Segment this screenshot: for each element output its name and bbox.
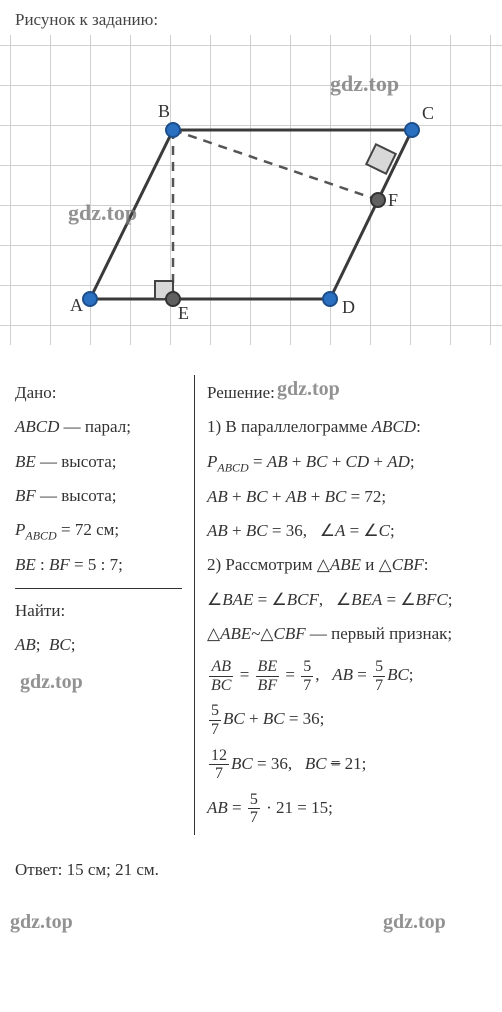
label-d: D [342, 297, 355, 318]
label-f: F [388, 190, 398, 211]
find-line: AB; BC; [15, 629, 182, 661]
watermark: gdz.top [277, 370, 340, 408]
watermark: gdz.top [68, 200, 137, 226]
label-b: B [158, 101, 170, 122]
eq-frac: AB = 57 · 21 = 15; [207, 791, 487, 827]
eq-frac: ABBC = BEBF = 57, AB = 57BC; [207, 658, 487, 694]
watermark: gdz.top [10, 903, 73, 941]
eq: AB + BC + AB + BC = 72; [207, 481, 487, 513]
step2: 2) Рассмотрим △ABE и △CBF: [207, 549, 487, 581]
eq-frac: 57BC + BC = 36; [207, 702, 487, 738]
eq: AB + BC = 36, ∠A = ∠C; [207, 515, 487, 547]
given-column: Дано: ABCD — парал; BE — высота; BF — вы… [15, 375, 195, 835]
eq: △ABE~△CBF — первый признак; [207, 618, 487, 650]
given-line: BF — высота; [15, 480, 182, 512]
solution-column: gdz.top Решение: 1) В параллелограмме AB… [195, 375, 487, 835]
eq-frac: 127BC = 36, BC = 21; [207, 747, 487, 783]
given-line: BE : BF = 5 : 7; [15, 549, 182, 581]
given-line: BE — высота; [15, 446, 182, 478]
find-title: Найти: [15, 595, 182, 627]
label-e: E [178, 303, 189, 324]
solution-columns: Дано: ABCD — парал; BE — высота; BF — вы… [0, 345, 502, 845]
label-c: C [422, 103, 434, 124]
watermark: gdz.top [383, 903, 446, 941]
given-title: Дано: [15, 377, 182, 409]
given-line: ABCD — парал; [15, 411, 182, 443]
eq: ∠BAE = ∠BCF, ∠BEA = ∠BFC; [207, 584, 487, 616]
task-header: Рисунок к заданию: [0, 0, 502, 35]
watermark: gdz.top [20, 663, 83, 701]
eq: PABCD = AB + BC + CD + AD; [207, 446, 487, 479]
divider [15, 588, 182, 589]
step1: 1) В параллелограмме ABCD: [207, 411, 487, 443]
answer-line: Ответ: 15 см; 21 см. [0, 845, 502, 895]
solution-title: Решение: [207, 377, 487, 409]
label-a: A [70, 295, 83, 316]
watermark: gdz.top [330, 71, 399, 97]
diagram: A B C D E F gdz.top gdz.top [0, 35, 502, 345]
given-line: PABCD = 72 см; [15, 514, 182, 547]
